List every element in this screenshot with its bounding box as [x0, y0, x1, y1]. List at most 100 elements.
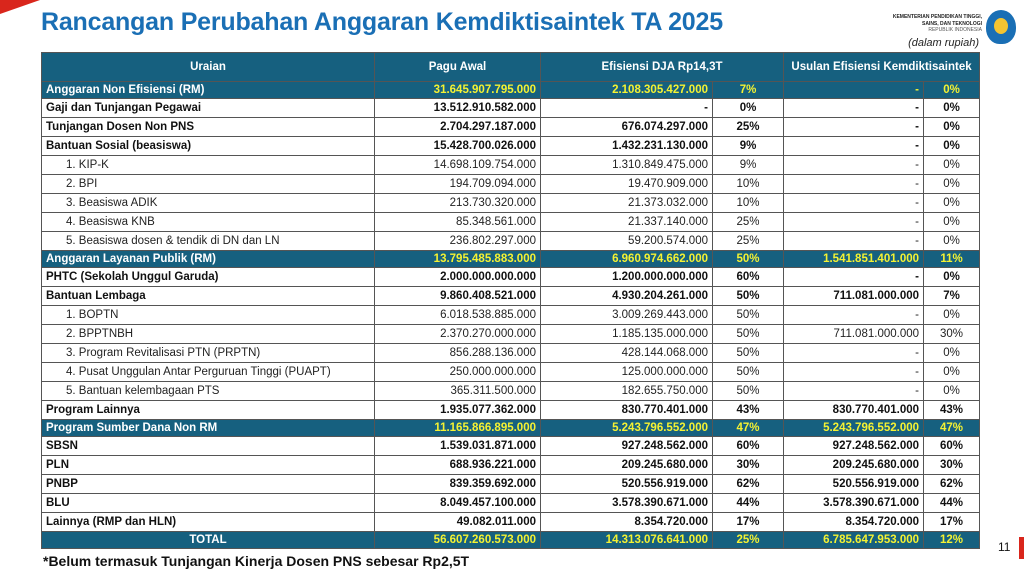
cell-usulan-efisiensi-pct: 0%	[923, 343, 981, 363]
cell-uraian: 2. BPI	[41, 174, 375, 194]
table-row: Bantuan Sosial (beasiswa) 15.428.700.026.…	[41, 136, 981, 156]
cell-efisiensi-dja-pct: 50%	[711, 286, 785, 306]
cell-usulan-efisiensi: 209.245.680.000	[783, 455, 925, 475]
cell-uraian: PHTC (Sekolah Unggul Garuda)	[41, 267, 375, 287]
decorative-corner	[0, 0, 40, 14]
table-row: Gaji dan Tunjangan Pegawai 13.512.910.582…	[41, 98, 981, 118]
cell-efisiensi-dja: 209.245.680.000	[540, 455, 713, 475]
cell-usulan-efisiensi: 520.556.919.000	[783, 474, 925, 494]
cell-uraian: Tunjangan Dosen Non PNS	[41, 117, 375, 137]
cell-efisiensi-dja-pct: 25%	[711, 117, 785, 137]
cell-pagu-awal: 15.428.700.026.000	[374, 136, 541, 156]
table-row: 2. BPPTNBH 2.370.270.000.000 1.185.135.000…	[41, 324, 981, 344]
cell-efisiensi-dja: 125.000.000.000	[540, 362, 713, 382]
cell-usulan-efisiensi-pct: 0%	[923, 381, 981, 401]
cell-efisiensi-dja: 6.960.974.662.000	[540, 250, 713, 268]
footnote: *Belum termasuk Tunjangan Kinerja Dosen …	[43, 553, 470, 569]
table-row: 2. BPI 194.709.094.000 19.470.909.000 10% -0…	[41, 174, 981, 194]
cell-pagu-awal: 56.607.260.573.000	[374, 531, 541, 549]
cell-usulan-efisiensi-pct: 0%	[923, 362, 981, 382]
cell-usulan-efisiensi: 711.081.000.000	[783, 286, 925, 306]
cell-uraian: 3. Beasiswa ADIK	[41, 193, 375, 213]
cell-usulan-efisiensi: -	[783, 381, 925, 401]
cell-pagu-awal: 213.730.320.000	[374, 193, 541, 213]
table-row: Lainnya (RMP dan HLN) 49.082.011.000 8.354…	[41, 512, 981, 532]
cell-efisiensi-dja-pct: 10%	[711, 193, 785, 213]
cell-uraian: 3. Program Revitalisasi PTN (PRPTN)	[41, 343, 375, 363]
cell-pagu-awal: 856.288.136.000	[374, 343, 541, 363]
cell-efisiensi-dja-pct: 9%	[711, 136, 785, 156]
table-row: 3. Program Revitalisasi PTN (PRPTN) 856.2…	[41, 343, 981, 363]
logo-text: KEMENTERIAN PENDIDIKAN TINGGI, SAINS, DA…	[893, 14, 982, 34]
cell-usulan-efisiensi: -	[783, 343, 925, 363]
cell-efisiensi-dja-pct: 50%	[711, 324, 785, 344]
cell-efisiensi-dja-pct: 60%	[711, 436, 785, 456]
cell-usulan-efisiensi: 8.354.720.000	[783, 512, 925, 532]
cell-usulan-efisiensi-pct: 0%	[923, 174, 981, 194]
cell-efisiensi-dja: 19.470.909.000	[540, 174, 713, 194]
cell-pagu-awal: 14.698.109.754.000	[374, 155, 541, 175]
cell-usulan-efisiensi-pct: 60%	[923, 436, 981, 456]
table-row: SBSN 1.539.031.871.000 927.248.562.000 60% 9…	[41, 436, 981, 456]
section-row: Anggaran Non Efisiensi (RM) 31.645.907.79…	[41, 81, 981, 99]
table-row: Program Lainnya 1.935.077.362.000 830.770.…	[41, 400, 981, 420]
budget-table: Uraian Pagu Awal Efisiensi DJA Rp14,3T U…	[41, 52, 981, 549]
cell-uraian: Lainnya (RMP dan HLN)	[41, 512, 375, 532]
cell-efisiensi-dja: 8.354.720.000	[540, 512, 713, 532]
cell-efisiensi-dja: 3.009.269.443.000	[540, 305, 713, 325]
table-row: 5. Bantuan kelembagaan PTS 365.311.500.00…	[41, 381, 981, 401]
cell-uraian: 1. KIP-K	[41, 155, 375, 175]
cell-usulan-efisiensi-pct: 30%	[923, 324, 981, 344]
cell-usulan-efisiensi: 6.785.647.953.000	[783, 531, 925, 549]
cell-efisiensi-dja: 182.655.750.000	[540, 381, 713, 401]
cell-usulan-efisiensi-pct: 0%	[923, 117, 981, 137]
table-row: Bantuan Lembaga 9.860.408.521.000 4.930.20…	[41, 286, 981, 306]
cell-usulan-efisiensi-pct: 0%	[923, 155, 981, 175]
cell-usulan-efisiensi: -	[783, 155, 925, 175]
cell-usulan-efisiensi-pct: 62%	[923, 474, 981, 494]
page-title: Rancangan Perubahan Anggaran Kemdiktisai…	[41, 8, 723, 36]
table-row: Tunjangan Dosen Non PNS 2.704.297.187.000…	[41, 117, 981, 137]
cell-efisiensi-dja: 1.310.849.475.000	[540, 155, 713, 175]
cell-efisiensi-dja-pct: 30%	[711, 455, 785, 475]
cell-efisiensi-dja: 21.373.032.000	[540, 193, 713, 213]
cell-pagu-awal: 85.348.561.000	[374, 212, 541, 232]
cell-pagu-awal: 11.165.866.895.000	[374, 419, 541, 437]
cell-pagu-awal: 365.311.500.000	[374, 381, 541, 401]
cell-usulan-efisiensi: -	[783, 98, 925, 118]
cell-efisiensi-dja: 4.930.204.261.000	[540, 286, 713, 306]
cell-pagu-awal: 688.936.221.000	[374, 455, 541, 475]
cell-pagu-awal: 2.704.297.187.000	[374, 117, 541, 137]
cell-uraian: 1. BOPTN	[41, 305, 375, 325]
cell-usulan-efisiensi: -	[783, 117, 925, 137]
table-row: 1. KIP-K 14.698.109.754.000 1.310.849.475.…	[41, 155, 981, 175]
cell-pagu-awal: 2.000.000.000.000	[374, 267, 541, 287]
cell-efisiensi-dja: 1.432.231.130.000	[540, 136, 713, 156]
header-pagu-awal: Pagu Awal	[374, 52, 541, 82]
logo-line-2: SAINS, DAN TEKNOLOGI	[921, 20, 982, 27]
cell-uraian: BLU	[41, 493, 375, 513]
section-row: Program Sumber Dana Non RM 11.165.866.895…	[41, 419, 981, 437]
cell-usulan-efisiensi: -	[783, 193, 925, 213]
cell-uraian: 5. Beasiswa dosen & tendik di DN dan LN	[41, 231, 375, 251]
cell-uraian: Anggaran Non Efisiensi (RM)	[41, 81, 375, 99]
cell-efisiensi-dja-pct: 7%	[711, 81, 785, 99]
cell-usulan-efisiensi-pct: 0%	[923, 231, 981, 251]
cell-usulan-efisiensi: 830.770.401.000	[783, 400, 925, 420]
cell-usulan-efisiensi: 3.578.390.671.000	[783, 493, 925, 513]
page-number: 11	[998, 540, 1011, 554]
cell-usulan-efisiensi-pct: 30%	[923, 455, 981, 475]
cell-efisiensi-dja: 59.200.574.000	[540, 231, 713, 251]
cell-efisiensi-dja: 2.108.305.427.000	[540, 81, 713, 99]
cell-pagu-awal: 236.802.297.000	[374, 231, 541, 251]
cell-pagu-awal: 49.082.011.000	[374, 512, 541, 532]
cell-usulan-efisiensi-pct: 0%	[923, 267, 981, 287]
cell-uraian: TOTAL	[41, 531, 375, 549]
cell-uraian: 5. Bantuan kelembagaan PTS	[41, 381, 375, 401]
cell-efisiensi-dja: 830.770.401.000	[540, 400, 713, 420]
cell-pagu-awal: 839.359.692.000	[374, 474, 541, 494]
cell-usulan-efisiensi: -	[783, 305, 925, 325]
cell-efisiensi-dja: 1.185.135.000.000	[540, 324, 713, 344]
cell-pagu-awal: 8.049.457.100.000	[374, 493, 541, 513]
cell-efisiensi-dja-pct: 62%	[711, 474, 785, 494]
